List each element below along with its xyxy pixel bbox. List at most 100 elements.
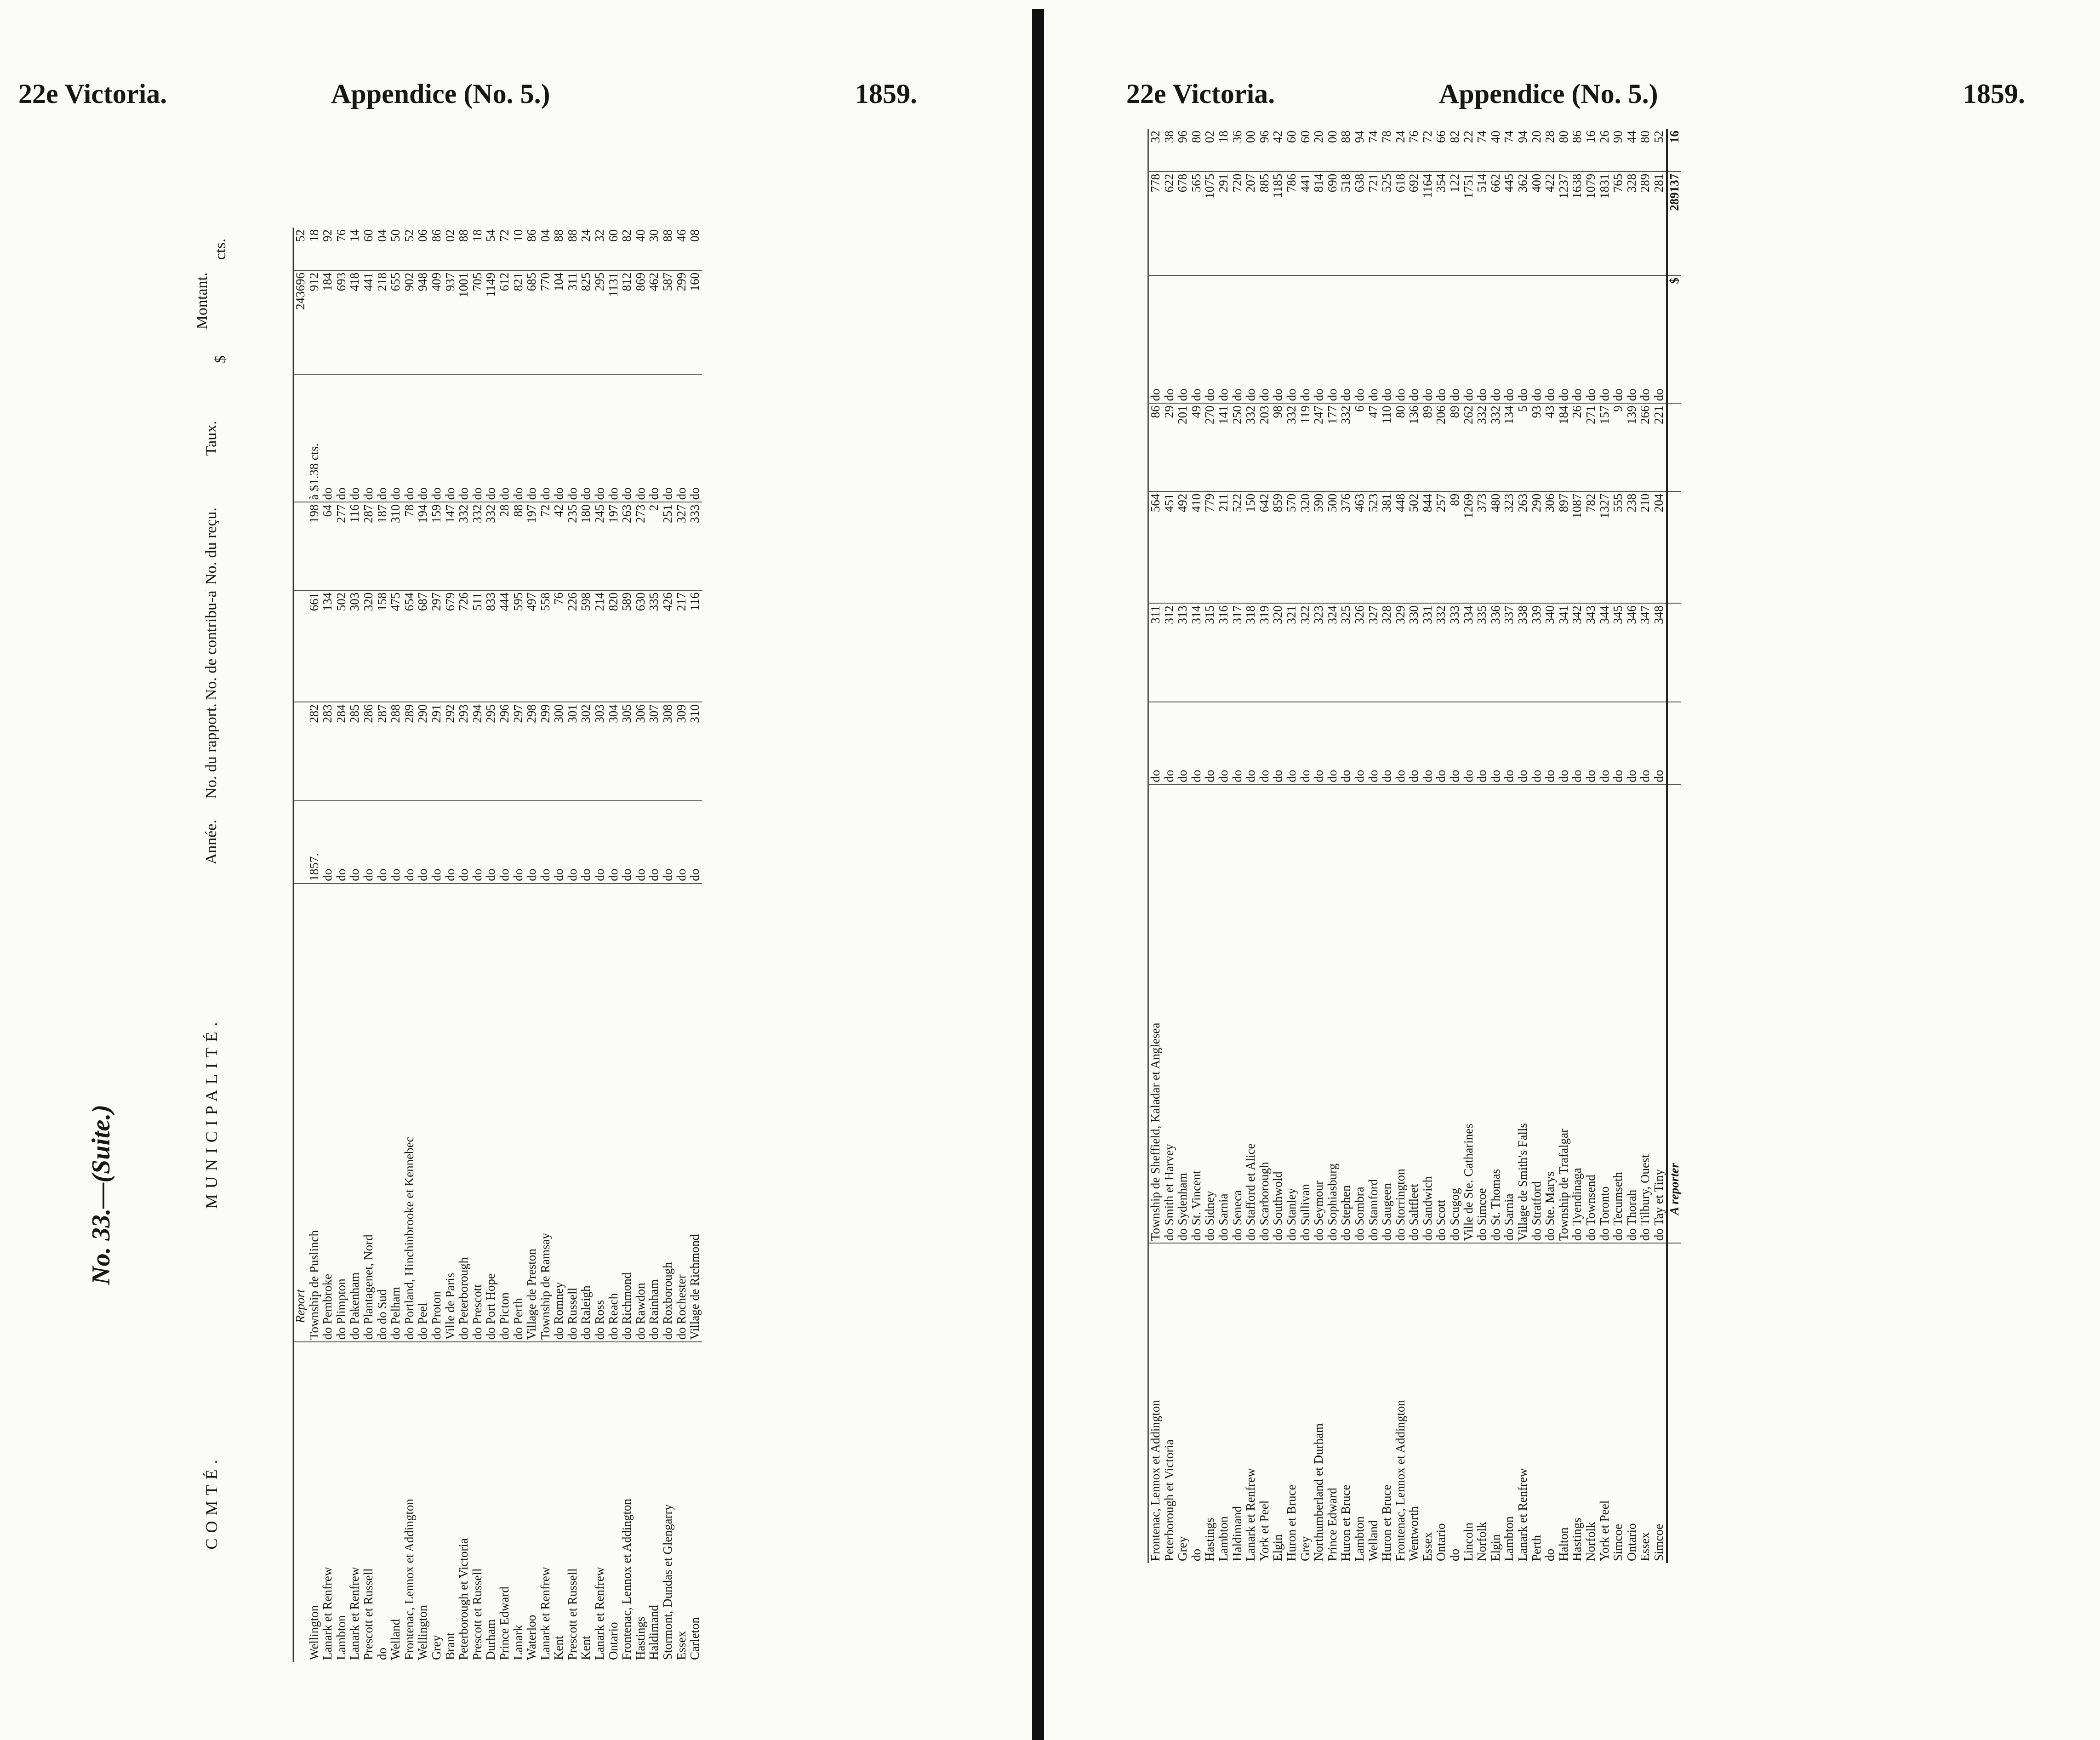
cell-no-rapport: 316: [1216, 603, 1231, 702]
cell-annee: do: [389, 800, 403, 884]
cell-no-contribuables: 381: [1380, 491, 1394, 604]
cell-empty: [1666, 1243, 1682, 1563]
cell-montant-cents: 80: [1189, 129, 1204, 171]
cell-no-recu: 332: [484, 502, 498, 590]
cell-montant-cents: 04: [538, 228, 553, 270]
cell-no-recu: 2: [647, 502, 662, 590]
cell-taux: do: [511, 374, 525, 502]
cell-annee: do: [1366, 702, 1381, 785]
cell-taux: do: [443, 374, 457, 502]
cell-taux: do: [674, 374, 689, 502]
cell-montant-cents: 60: [361, 228, 376, 270]
cell-municipalite: do Raleigh: [579, 883, 593, 1342]
cell-no-recu: 80: [1393, 403, 1408, 491]
table-row: Haldimand do Rainham do 307 335 2 do 462 30: [647, 228, 662, 1662]
cell-montant-cents: 60: [1298, 129, 1312, 171]
cell-comte: Haldimand: [1230, 1506, 1244, 1561]
cell-comte: do: [1543, 1549, 1557, 1561]
table-row: Lanark et Renfrew do Stafford et Alice do 3…: [1244, 129, 1258, 1563]
cell-municipalite: do Plantagenet, Nord: [361, 883, 376, 1342]
cell-no-rapport: 344: [1598, 603, 1612, 702]
cell-comte: Grey: [1298, 1536, 1312, 1561]
col-header-municipalite: MUNICIPALITÉ.: [131, 883, 293, 1342]
cell-annee: do: [1189, 702, 1204, 785]
cell-taux: do: [1529, 275, 1544, 404]
cell-municipalite: do Sidney: [1203, 784, 1217, 1244]
cell-taux: do: [457, 374, 471, 502]
cell-no-rapport: 314: [1189, 603, 1204, 702]
cell-no-recu: 78: [402, 502, 417, 590]
cell-municipalite: do Tay et Tiny: [1652, 784, 1667, 1244]
cell-no-rapport: 332: [1434, 603, 1449, 702]
table-row: Haldimand do Seneca do 317 522 250 do 720 36: [1230, 129, 1244, 1563]
cell-montant-dollars: 418: [348, 270, 362, 374]
cell-no-rapport: 342: [1570, 603, 1584, 702]
cell-annee: do: [633, 800, 648, 884]
cell-montant-dollars: 1237: [1557, 171, 1571, 275]
cell-montant-cents: 76: [334, 228, 348, 270]
cell-annee: do: [497, 800, 512, 884]
col-header-no-recu: No. du reçu.: [131, 502, 293, 590]
cell-municipalite: do Ste. Marys: [1543, 784, 1557, 1244]
cell-taux: do: [1298, 275, 1312, 404]
cell-no-contribuables: 426: [661, 590, 675, 702]
cell-comte: Lanark et Renfrew: [348, 1567, 362, 1660]
cell-montant-dollars: 948: [416, 270, 430, 374]
cell-comte: Brant: [443, 1632, 457, 1660]
cell-municipalite: do Sarnia: [1502, 784, 1517, 1244]
cell-annee: do: [1257, 702, 1272, 785]
cell-comte: Carleton: [688, 1617, 702, 1660]
cell-comte: Lanark et Renfrew: [593, 1567, 607, 1660]
cell-montant-cents: 88: [1339, 129, 1353, 171]
cell-comte: Huron et Bruce: [1380, 1484, 1394, 1561]
cell-taux: do: [484, 374, 498, 502]
cell-no-recu: 332: [1284, 403, 1299, 491]
cell-no-recu: 89: [1421, 403, 1435, 491]
cell-comte: York et Peel: [1257, 1500, 1271, 1561]
table-row: Prescott et Russell do Russell do 301 226 235…: [565, 228, 580, 1662]
cell-no-recu: 147: [443, 502, 457, 590]
cell-montant-cents: 18: [307, 228, 321, 270]
cell-taux: do: [1271, 275, 1285, 404]
cell-no-contribuables: 448: [1393, 491, 1408, 604]
cell-no-rapport: 337: [1502, 603, 1517, 702]
cell-comte: Grey: [429, 1635, 443, 1660]
cell-municipalite: Township de Trafalgar: [1557, 784, 1571, 1244]
cell-municipalite: do Roxborough: [661, 883, 675, 1342]
cell-no-rapport: 310: [688, 702, 702, 801]
cell-montant-cents: 88: [565, 228, 580, 270]
cell-no-recu: 332: [1489, 403, 1503, 491]
cell-montant-dollars: 1831: [1598, 171, 1612, 275]
cell-montant-dollars: 678: [1176, 171, 1190, 275]
cell-annee: do: [1570, 702, 1584, 785]
cell-municipalite: do Plimpton: [334, 883, 348, 1342]
cell-montant-dollars: 295: [593, 270, 607, 374]
cell-no-rapport: 319: [1257, 603, 1272, 702]
cell-municipalite: Village de Smith's Falls: [1516, 784, 1530, 1244]
cell-montant-cents: 02: [1203, 129, 1217, 171]
cell-no-contribuables: 226: [565, 590, 580, 702]
cell-annee: do: [1489, 702, 1503, 785]
cell-no-contribuables: 263: [1516, 491, 1530, 604]
left-header-appendix: Appendice (No. 5.): [331, 79, 550, 109]
cell-no-rapport: 290: [416, 702, 430, 801]
col-header-annee: Année.: [131, 800, 293, 884]
cell-taux: do: [579, 374, 593, 502]
col-header-no-rapport: No. du rapport.: [131, 702, 293, 801]
cell-annee: do: [375, 800, 389, 884]
cell-taux: do: [1448, 275, 1462, 404]
cell-no-contribuables: 897: [1557, 491, 1571, 604]
cell-municipalite: do Southwold: [1271, 784, 1285, 1244]
cell-comte: Lanark et Renfrew: [321, 1567, 335, 1660]
cell-annee: do: [1625, 702, 1639, 785]
cell-montant-cents: 50: [389, 228, 403, 270]
cell-no-rapport: 302: [579, 702, 593, 801]
cell-annee: do: [525, 800, 539, 884]
montant-units: $ cts.: [211, 229, 230, 372]
cell-montant-cents: 54: [484, 228, 498, 270]
cell-montant-dollars: 299: [674, 270, 689, 374]
cell-comte: Ontario: [1434, 1523, 1448, 1561]
cell-annee: do: [1598, 702, 1612, 785]
cell-taux: do: [1312, 275, 1326, 404]
cell-annee: do: [321, 800, 335, 884]
